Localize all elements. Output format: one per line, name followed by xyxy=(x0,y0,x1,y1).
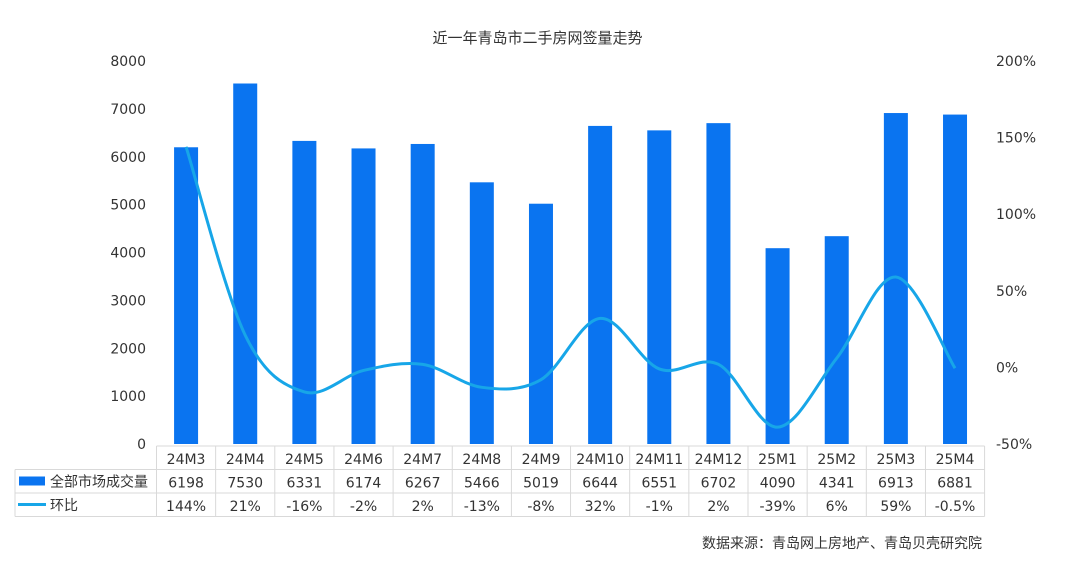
bar-24M12 xyxy=(706,123,731,444)
bar-value-label: 6198 xyxy=(168,476,204,492)
line-value-label: -39% xyxy=(759,499,795,515)
bar-value-label: 6881 xyxy=(937,476,973,492)
line-value-label: 144% xyxy=(166,499,206,515)
category-label: 24M7 xyxy=(403,452,442,468)
category-label: 24M10 xyxy=(576,452,624,468)
legend-bar-label: 全部市场成交量 xyxy=(50,474,148,491)
source-note: 数据来源：青岛网上房地产、青岛贝壳研究院 xyxy=(702,536,982,552)
bar-value-label: 6913 xyxy=(878,476,914,492)
line-value-label: 6% xyxy=(826,499,848,515)
category-label: 24M5 xyxy=(285,452,324,468)
bar-value-label: 5019 xyxy=(523,476,559,492)
category-label: 25M1 xyxy=(758,452,797,468)
bar-25M4 xyxy=(943,114,968,444)
line-value-label: -13% xyxy=(464,499,500,515)
left-axis-tick: 7000 xyxy=(110,102,146,118)
left-axis-tick: 0 xyxy=(137,437,146,453)
bar-24M6 xyxy=(351,148,376,445)
category-label: 24M8 xyxy=(462,452,501,468)
chart-title: 近一年青岛市二手房网签量走势 xyxy=(432,29,643,47)
bar-value-label: 6644 xyxy=(582,476,618,492)
line-value-label: -16% xyxy=(286,499,322,515)
line-value-label: -8% xyxy=(527,499,554,515)
right-axis-tick: -50% xyxy=(996,437,1032,453)
line-value-label: -2% xyxy=(350,499,377,515)
bar-24M7 xyxy=(410,143,435,444)
line-value-label: 59% xyxy=(880,499,911,515)
category-label: 25M3 xyxy=(876,452,915,468)
bar-24M8 xyxy=(469,182,494,444)
category-label: 25M4 xyxy=(936,452,975,468)
legend-bar-swatch xyxy=(19,476,45,486)
category-label: 24M3 xyxy=(167,452,206,468)
line-value-label: -1% xyxy=(646,499,673,515)
line-value-label: 32% xyxy=(585,499,616,515)
bar-24M11 xyxy=(647,130,672,444)
line-value-label: 21% xyxy=(230,499,261,515)
bar-24M3 xyxy=(174,147,199,444)
left-axis-tick: 5000 xyxy=(110,198,146,214)
line-value-label: 2% xyxy=(707,499,729,515)
left-axis-tick: 8000 xyxy=(110,54,146,70)
bar-24M9 xyxy=(528,203,553,444)
left-axis-tick: 4000 xyxy=(110,246,146,262)
left-axis-tick: 2000 xyxy=(110,341,146,357)
bar-25M1 xyxy=(765,248,790,444)
left-axis-tick: 6000 xyxy=(110,150,146,166)
bar-value-label: 6174 xyxy=(346,476,382,492)
category-label: 24M12 xyxy=(695,452,743,468)
right-axis-tick: 150% xyxy=(996,131,1036,147)
bar-24M4 xyxy=(233,83,258,444)
bar-value-label: 6551 xyxy=(641,476,677,492)
bar-value-label: 6331 xyxy=(287,476,323,492)
line-value-label: 2% xyxy=(412,499,434,515)
bar-value-label: 4090 xyxy=(760,476,796,492)
right-axis-tick: 100% xyxy=(996,207,1036,223)
left-axis-tick: 3000 xyxy=(110,293,146,309)
bar-value-label: 7530 xyxy=(227,476,263,492)
bar-25M2 xyxy=(824,236,849,444)
category-label: 24M9 xyxy=(522,452,561,468)
category-label: 24M11 xyxy=(635,452,683,468)
category-label: 25M2 xyxy=(817,452,856,468)
left-axis-tick: 1000 xyxy=(110,389,146,405)
bar-value-label: 5466 xyxy=(464,476,500,492)
category-label: 24M4 xyxy=(226,452,265,468)
legend-line-label: 环比 xyxy=(50,498,78,514)
right-axis-tick: 200% xyxy=(996,54,1036,70)
bar-value-label: 4341 xyxy=(819,476,855,492)
bar-value-label: 6702 xyxy=(701,476,737,492)
line-value-label: -0.5% xyxy=(935,499,976,515)
bar-value-label: 6267 xyxy=(405,476,441,492)
category-label: 24M6 xyxy=(344,452,383,468)
bar-24M5 xyxy=(292,140,317,444)
right-axis-tick: 0% xyxy=(996,360,1018,376)
right-axis-tick: 50% xyxy=(996,284,1027,300)
bar-24M10 xyxy=(588,125,613,444)
